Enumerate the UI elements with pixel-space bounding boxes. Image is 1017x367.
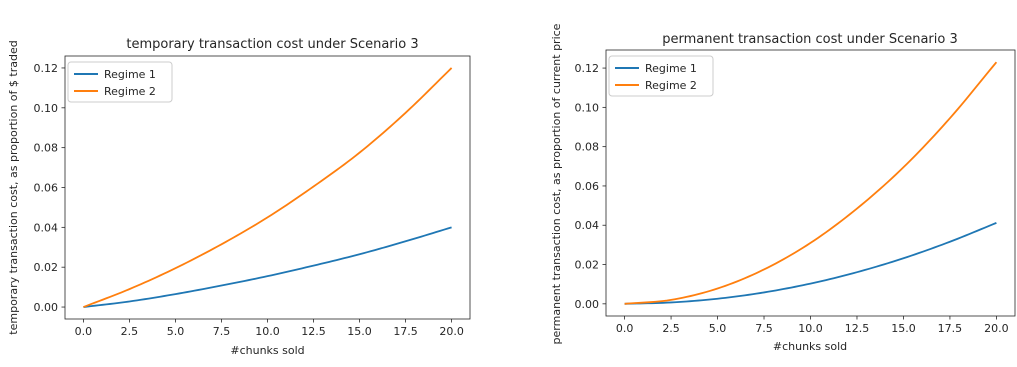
x-tick-label: 7.5: [755, 322, 773, 335]
x-tick-label: 5.0: [167, 325, 185, 338]
series-lines: [83, 67, 453, 308]
series-line-regime-2: [624, 61, 998, 305]
legend-label-regime-2: Regime 2: [645, 79, 697, 92]
y-tick-label: 0.08: [34, 142, 59, 155]
x-tick-label: 15.0: [891, 322, 916, 335]
x-tick-label: 0.0: [75, 325, 93, 338]
y-tick-label: 0.06: [34, 182, 59, 195]
y-tick-label: 0.02: [34, 261, 59, 274]
x-tick-label: 20.0: [439, 325, 464, 338]
legend-label-regime-2: Regime 2: [104, 85, 156, 98]
x-tick-label: 10.0: [255, 325, 280, 338]
y-tick-label: 0.02: [575, 259, 600, 272]
y-axis-label: permanent transaction cost, as proportio…: [550, 23, 563, 344]
legend: Regime 1 Regime 2: [608, 55, 714, 97]
y-axis-label: temporary transaction cost, as proportio…: [7, 40, 20, 334]
x-tick-label: 2.5: [662, 322, 680, 335]
x-tick-label: 17.5: [938, 322, 963, 335]
legend: Regime 1 Regime 2: [67, 61, 173, 103]
y-tick-label: 0.08: [575, 141, 600, 154]
series-lines: [624, 61, 998, 305]
y-tick-label: 0.06: [575, 180, 600, 193]
x-tick-label: 12.5: [845, 322, 870, 335]
series-line-regime-1: [83, 226, 452, 308]
y-tick-label: 0.00: [575, 298, 600, 311]
x-tick-label: 17.5: [393, 325, 418, 338]
legend-label-regime-1: Regime 1: [104, 68, 156, 81]
y-tick-label: 0.00: [34, 301, 59, 314]
x-tick-label: 15.0: [347, 325, 372, 338]
x-tick-label: 10.0: [798, 322, 823, 335]
x-axis-label: #chunks sold: [773, 340, 847, 353]
y-tick-label: 0.12: [575, 62, 600, 75]
y-axis: 0.00 0.02 0.04 0.06 0.08 0.10 0.12: [34, 62, 65, 314]
y-tick-label: 0.04: [575, 219, 600, 232]
x-tick-label: 2.5: [121, 325, 139, 338]
x-tick-label: 5.0: [709, 322, 727, 335]
x-tick-label: 0.0: [616, 322, 634, 335]
chart-title: permanent transaction cost under Scenari…: [662, 32, 958, 47]
x-tick-label: 7.5: [213, 325, 231, 338]
x-axis: 0.0 2.5 5.0 7.5 10.0 12.5 15.0 17.5 20.0: [75, 319, 464, 338]
chart-permanent-cost: permanent transaction cost under Scenari…: [550, 23, 1016, 353]
x-axis: 0.0 2.5 5.0 7.5 10.0 12.5 15.0 17.5 20.0: [616, 316, 1009, 335]
x-tick-label: 12.5: [301, 325, 326, 338]
x-axis-label: #chunks sold: [230, 344, 304, 357]
chart-temporary-cost: temporary transaction cost under Scenari…: [7, 37, 471, 357]
chart-title: temporary transaction cost under Scenari…: [126, 37, 418, 52]
series-line-regime-1: [624, 222, 997, 305]
x-tick-label: 20.0: [984, 322, 1009, 335]
series-line-regime-2: [83, 67, 453, 308]
legend-label-regime-1: Regime 1: [645, 62, 697, 75]
y-axis: 0.00 0.02 0.04 0.06 0.08 0.10 0.12: [575, 62, 606, 311]
y-tick-label: 0.12: [34, 62, 59, 75]
y-tick-label: 0.04: [34, 221, 59, 234]
y-tick-label: 0.10: [34, 102, 59, 115]
y-tick-label: 0.10: [575, 101, 600, 114]
